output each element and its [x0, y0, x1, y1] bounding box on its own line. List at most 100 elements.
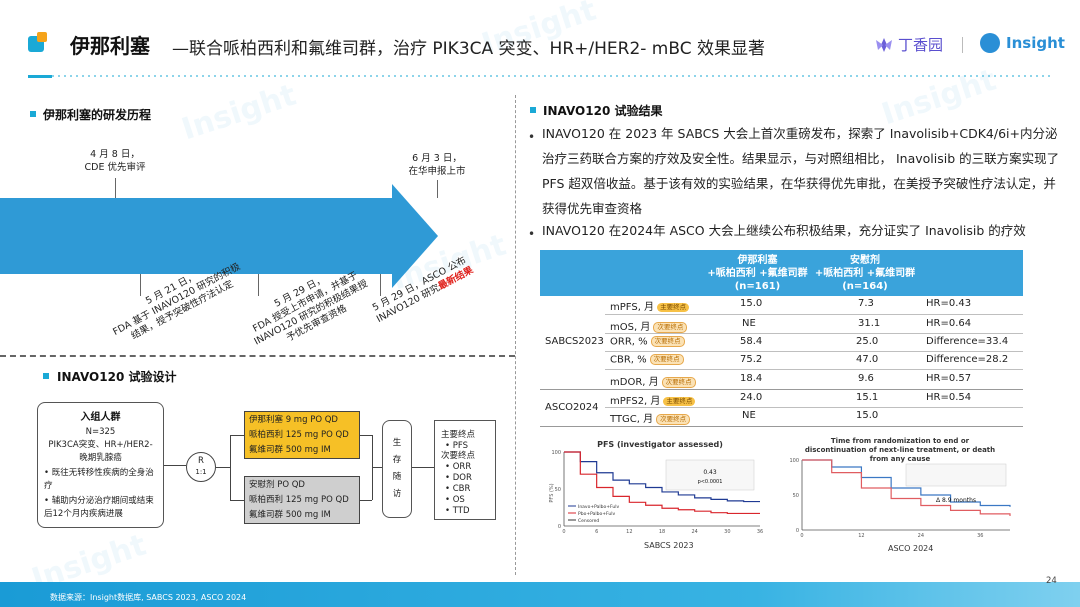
y-tick-label: 50: [793, 493, 799, 499]
table-cell: 75.2: [740, 354, 763, 365]
table-cell: 18.4: [740, 373, 763, 384]
treatment-arm-inavo: 伊那利塞 9 mg PO QD 哌柏西利 125 mg PO QD 氟维司群 5…: [244, 411, 360, 459]
timeline-event-top: 4 月 8 日， CDE 优先审评: [84, 149, 146, 173]
insight-logo-icon: [980, 33, 1000, 53]
results-paragraph: INAVO120 在 2023 年 SABCS 大会上首次重磅发布，探索了 In…: [542, 126, 1060, 216]
group-label: ASCO2024: [545, 402, 599, 413]
table-row-metric: mPFS2, 月主要终点: [610, 392, 696, 407]
y-axis-label: PFS (%): [549, 483, 555, 502]
delta-annotation: Δ 8.9 months: [936, 497, 976, 504]
timeline-tick: [115, 178, 116, 198]
timeline-event-top: 6 月 3 日， 在华申报上市: [408, 153, 466, 177]
stat-hr: 0.43: [703, 469, 717, 476]
section-marker: [43, 373, 49, 379]
results-paragraph: INAVO120 在2024年 ASCO 大会上继续公布积极结果，充分证实了 I…: [542, 223, 1026, 238]
section-divider: [0, 355, 515, 357]
table-row-metric: mDOR, 月次要终点: [610, 373, 696, 388]
table-cell: 25.0: [856, 336, 879, 347]
table-row-metric: ORR, % 次要终点: [610, 336, 685, 348]
chart-title: Time from randomization to end or discon…: [804, 437, 996, 463]
table-cell: HR=0.43: [926, 298, 972, 309]
column-header-placebo: 安慰剂 +哌柏西利 +氟维司群 (n=164): [814, 255, 916, 292]
population-title: 入组人群: [80, 412, 121, 423]
table-cell: 24.0: [740, 392, 763, 403]
table-row-metric: mPFS, 月主要终点: [610, 298, 690, 313]
km-series-line: [802, 459, 1011, 507]
x-tick-label: 24: [691, 529, 697, 535]
flow-line: [372, 467, 382, 468]
group-label: SABCS2023: [545, 336, 604, 347]
table-cell: 7.3: [858, 298, 874, 309]
chart-title: PFS (investigator assessed): [597, 440, 723, 449]
bullet-marker: •: [528, 130, 536, 144]
row-divider: [605, 407, 1023, 408]
timeline-tick: [258, 274, 259, 296]
table-cell: HR=0.57: [926, 373, 972, 384]
page-number: 24: [1046, 576, 1057, 586]
table-cell: HR=0.54: [926, 392, 972, 403]
timeline-tick: [380, 274, 381, 296]
flow-line: [230, 500, 244, 501]
flow-line: [412, 467, 434, 468]
x-tick-label: 36: [977, 533, 983, 539]
y-tick-label: 100: [789, 458, 799, 464]
page-subtitle: —联合哌柏西利和氟维司群，治疗 PIK3CA 突变、HR+/HER2- mBC …: [172, 39, 765, 59]
results-section-title: INAVO120 试验结果: [543, 104, 663, 118]
group-divider: [540, 389, 1023, 390]
brand-logo-icon: [28, 32, 50, 54]
table-cell: 31.1: [858, 318, 881, 329]
x-tick-label: 6: [595, 529, 598, 535]
header-divider: [962, 37, 963, 53]
column-divider: [515, 95, 516, 575]
timeline-tick: [140, 274, 141, 296]
stats-box: [905, 463, 1007, 487]
y-tick-label: 100: [551, 450, 561, 456]
x-tick-label: 0: [800, 533, 803, 539]
flow-line: [360, 500, 372, 501]
population-box: 入组人群 N=325 PIK3CA突变、HR+/HER2- 晚期乳腺癌 • 既往…: [37, 402, 164, 528]
history-section-title: 伊那利塞的研发历程: [43, 108, 152, 122]
dxy-logo-text: 丁香园: [898, 36, 944, 54]
x-tick-label: 12: [858, 533, 864, 539]
followup-box: 生存随访: [382, 420, 412, 518]
table-cell: HR=0.64: [926, 318, 972, 329]
x-tick-label: 36: [757, 529, 763, 535]
timeline-arrow-head: [392, 184, 438, 288]
table-bottom-rule: [540, 426, 1023, 427]
page-title: 伊那利塞: [70, 34, 150, 58]
table-cell: NE: [742, 318, 756, 329]
chart-caption: SABCS 2023: [644, 541, 694, 550]
flow-line: [164, 465, 186, 466]
timeline-arrow-body: [0, 198, 392, 274]
flow-line: [216, 467, 230, 468]
km-chart-ttd: 0 50 100 0 12 24 36 Δ 8.9 months: [789, 458, 1011, 539]
km-series-line: [802, 459, 1011, 516]
legend-label: Censored: [578, 518, 599, 524]
randomization-node: R 1:1: [186, 452, 216, 482]
y-tick-label: 50: [555, 487, 561, 493]
table-cell: 15.0: [740, 298, 763, 309]
table-cell: 47.0: [856, 354, 879, 365]
design-section-title: INAVO120 试验设计: [57, 370, 177, 384]
dxy-logo-icon: [876, 38, 892, 52]
footer-source: 数据来源：Insight数据库, SABCS 2023, ASCO 2024: [50, 593, 247, 602]
table-header: [540, 250, 1023, 296]
header-accent: [28, 75, 52, 78]
section-marker: [530, 107, 536, 113]
table-row-metric: TTGC, 月次要终点: [610, 410, 691, 425]
row-divider: [605, 351, 1023, 352]
x-tick-label: 0: [562, 529, 565, 535]
km-series-line: [564, 451, 760, 503]
y-tick-label: 0: [796, 528, 799, 534]
table-cell: 15.0: [856, 410, 879, 421]
header-rule: [28, 75, 1052, 77]
flow-line: [360, 435, 372, 436]
table-cell: Difference=28.2: [926, 354, 1009, 365]
watermark: Insight: [177, 77, 301, 148]
insight-logo-text: Insight: [1006, 34, 1065, 52]
y-tick-label: 0: [558, 524, 561, 530]
x-tick-label: 30: [724, 529, 730, 535]
table-cell: Difference=33.4: [926, 336, 1009, 347]
table-cell: 9.6: [858, 373, 874, 384]
km-series-line: [564, 451, 760, 515]
